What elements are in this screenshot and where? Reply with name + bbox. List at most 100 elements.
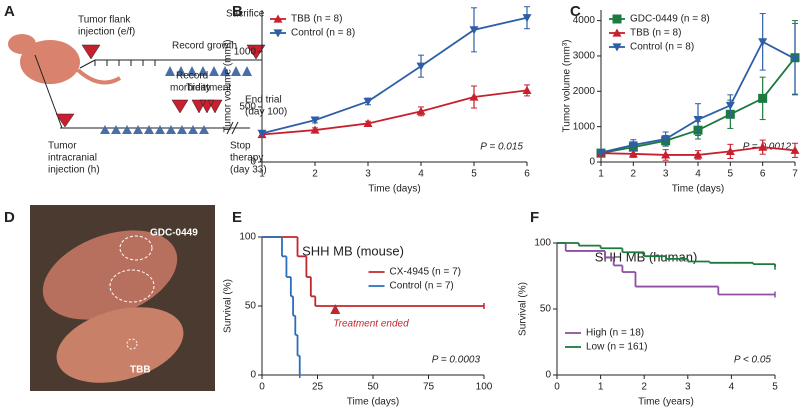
x-tick-label: 100 — [476, 382, 493, 393]
label: (day 100) — [245, 107, 287, 118]
x-tick-label: 0 — [554, 382, 560, 393]
marker — [310, 116, 320, 125]
label: intracranial — [48, 153, 97, 164]
label: injection (e/f) — [78, 27, 135, 38]
label: Tumor — [48, 141, 77, 152]
treatment-markers — [100, 125, 209, 134]
label: Sacrifice — [226, 9, 265, 20]
marker — [612, 14, 622, 24]
y-tick-label: 3000 — [573, 51, 596, 62]
y-axis-label: Tumor volume (mm³) — [223, 40, 234, 133]
y-tick-label: 50 — [245, 301, 257, 312]
label: therapy — [230, 153, 263, 164]
x-tick-label: 2 — [312, 169, 318, 180]
x-tick-label: 4 — [418, 169, 424, 180]
marker — [628, 149, 638, 158]
event-markers — [171, 99, 223, 114]
marker — [522, 85, 532, 95]
label: Tumor flank — [78, 15, 131, 26]
label: Stop — [230, 141, 251, 152]
y-tick-label: 100 — [239, 232, 256, 243]
marker — [612, 43, 622, 52]
mouse — [42, 230, 178, 320]
marker — [693, 150, 703, 159]
marker — [790, 55, 800, 64]
x-tick-label: 3 — [365, 169, 371, 180]
label: Record — [176, 71, 208, 82]
x-tick-label: 6 — [524, 169, 530, 180]
tumor-outline — [126, 338, 138, 350]
marker — [596, 148, 606, 157]
x-tick-label: 25 — [312, 382, 324, 393]
treatment-markers — [165, 66, 252, 76]
y-tick-label: 0 — [545, 370, 551, 381]
x-tick-label: 3 — [685, 382, 691, 393]
x-tick-label: 2 — [641, 382, 647, 393]
marker — [469, 26, 479, 35]
legend-label: CX-4945 (n = 7) — [390, 267, 461, 278]
marker — [522, 14, 532, 23]
label: End trial — [245, 95, 282, 106]
diagram: A Tumor flank injection (e/f) Sacrifice … — [4, 3, 287, 176]
legend-label: High (n = 18) — [586, 328, 644, 339]
x-tick-label: 50 — [367, 382, 379, 393]
y-tick-label: 0 — [250, 370, 256, 381]
panel-letter: E — [232, 209, 242, 226]
legend-label: GDC-0449 (n = 8) — [630, 14, 710, 25]
x-tick-label: 75 — [423, 382, 435, 393]
marker — [310, 125, 320, 134]
x-tick-label: 6 — [760, 169, 766, 180]
marker — [628, 141, 638, 150]
marker — [416, 62, 426, 71]
marker — [363, 118, 373, 128]
x-tick-label: 5 — [772, 382, 778, 393]
x-axis-label: Time (days) — [347, 397, 399, 408]
x-tick-label: 7 — [792, 169, 798, 180]
x-axis-label: Time (days) — [368, 184, 420, 195]
marker — [661, 150, 671, 159]
photo-label: TBB — [130, 365, 151, 376]
x-tick-label: 5 — [471, 169, 477, 180]
x-axis-label: Time (years) — [638, 397, 694, 408]
marker — [469, 92, 479, 101]
y-tick-label: 0 — [589, 157, 595, 168]
marker — [416, 106, 426, 115]
marker — [363, 97, 373, 106]
panel-letter: D — [4, 209, 15, 226]
marker — [725, 101, 735, 110]
tumor-outline — [109, 269, 155, 303]
panel-letter: A — [4, 3, 15, 20]
y-tick-label: 1000 — [573, 121, 596, 132]
x-tick-label: 1 — [598, 382, 604, 393]
photo-label: GDC-0449 — [150, 228, 198, 239]
marker — [790, 145, 800, 154]
mouse-tail — [76, 68, 122, 85]
series-line — [261, 89, 528, 136]
x-tick-label: 5 — [728, 169, 734, 180]
legend-label: Control (n = 8) — [291, 28, 355, 39]
label: injection (h) — [48, 165, 100, 176]
annotation: P = 0.0003 — [432, 355, 481, 366]
mouse-body — [20, 40, 80, 84]
x-tick-label: 0 — [259, 382, 265, 393]
y-tick-label: 50 — [540, 304, 552, 315]
y-axis-label: Survival (%) — [223, 279, 234, 333]
chart-title: SHH MB (mouse) — [302, 243, 404, 258]
x-tick-label: 1 — [598, 169, 604, 180]
annotation: P < 0.05 — [734, 355, 772, 366]
y-tick-label: 0 — [250, 157, 256, 168]
panel-letter: C — [570, 3, 581, 20]
label: morbidity — [170, 83, 211, 94]
y-tick-label: 100 — [534, 238, 551, 249]
label: Treatment — [186, 83, 231, 94]
event-marker — [55, 113, 75, 128]
marker — [758, 142, 768, 151]
panel-letter: B — [232, 3, 243, 20]
x-tick-label: 1 — [259, 169, 265, 180]
photo: D GDC-0449 TBB — [4, 205, 215, 391]
y-tick-label: 500 — [239, 102, 256, 113]
marker — [758, 38, 768, 47]
y-axis-label: Tumor volume (mm³) — [562, 40, 573, 133]
mouse — [56, 307, 184, 383]
